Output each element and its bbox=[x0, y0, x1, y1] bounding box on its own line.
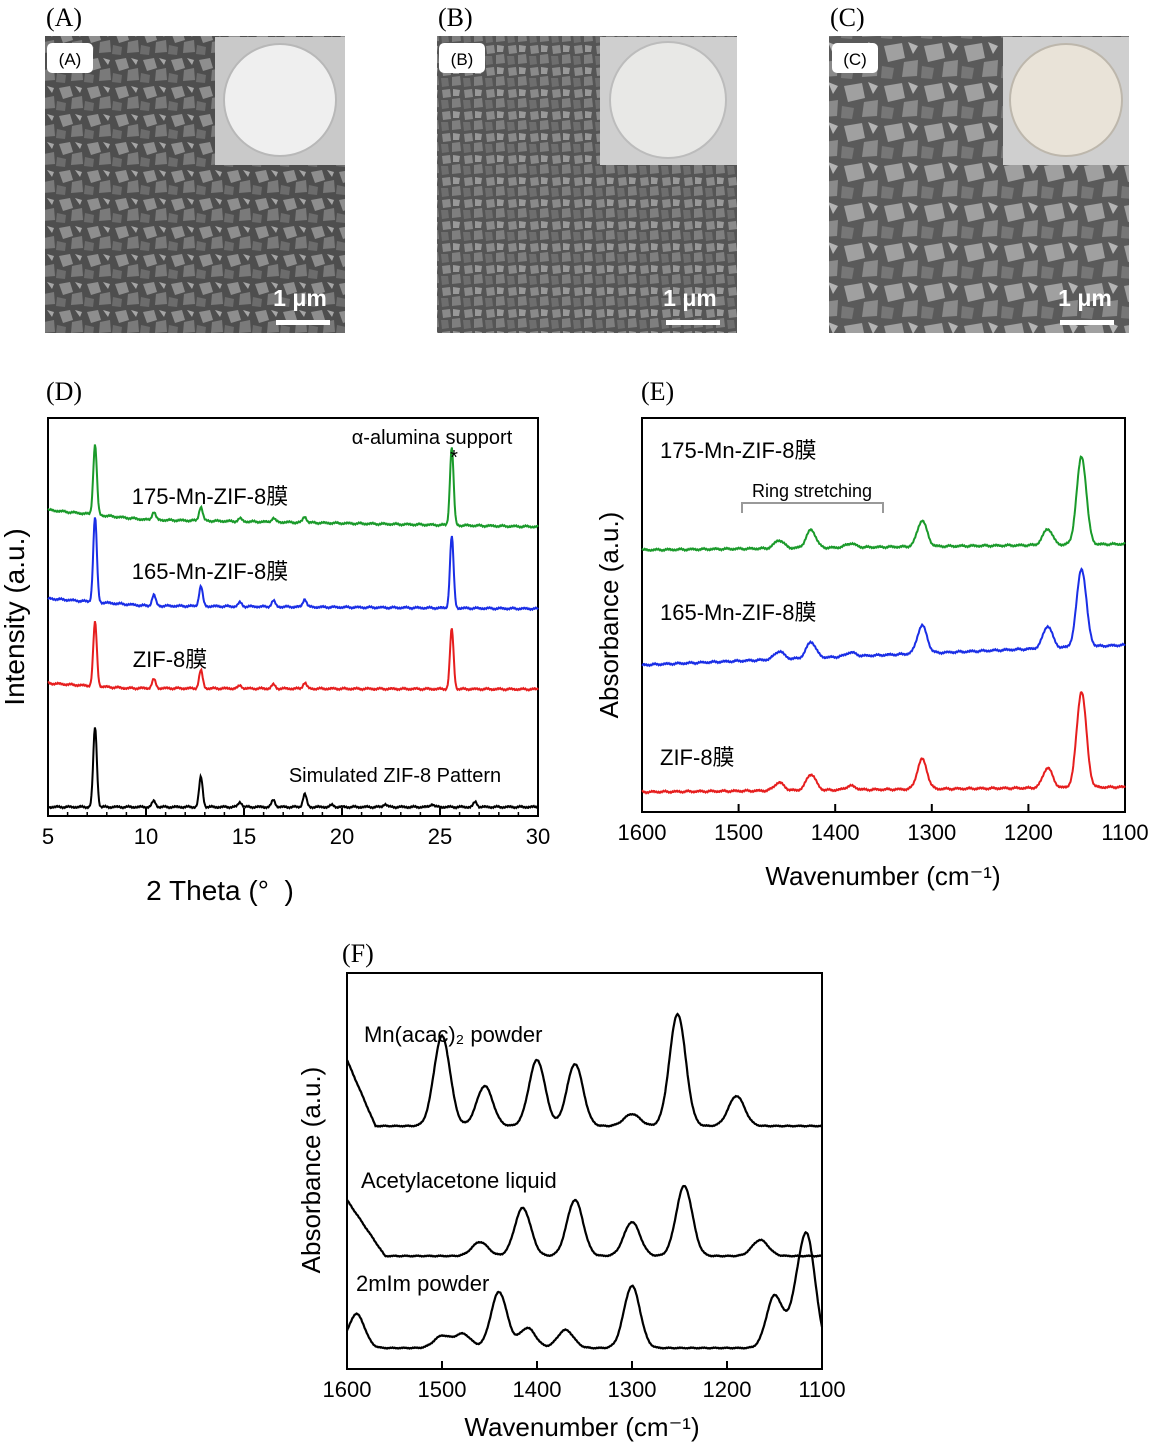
chart-f-ylabel: Absorbance (a.u.) bbox=[296, 1067, 326, 1274]
x-tick-label: 30 bbox=[526, 824, 550, 849]
ring-stretching-label: Ring stretching bbox=[752, 481, 872, 501]
sem-b-scale-text: 1 μm bbox=[663, 285, 717, 311]
sem-c-scale-text: 1 μm bbox=[1058, 285, 1112, 311]
sem-a-label-box bbox=[47, 43, 93, 73]
series-line-0 bbox=[346, 1012, 823, 1128]
chart-d-annotation-support: α-alumina support bbox=[352, 427, 513, 449]
x-tick-label: 1400 bbox=[513, 1377, 562, 1402]
chart-f: (F) 1600 1500 1400 1300 1200 1100 Mn(acac)₂ p… bbox=[296, 939, 846, 1442]
sem-c-label-box bbox=[832, 43, 878, 73]
x-tick-label: 25 bbox=[428, 824, 452, 849]
chart-e-series-label-2: ZIF-8膜 bbox=[660, 745, 735, 770]
x-tick-label: 1500 bbox=[418, 1377, 467, 1402]
series-line-1 bbox=[641, 567, 1126, 668]
x-tick-label: 1100 bbox=[1101, 820, 1148, 845]
sem-c-scale-bar bbox=[1060, 320, 1114, 325]
chart-e-ylabel: Absorbance (a.u.) bbox=[594, 512, 624, 719]
sem-a-inner-label: (A) bbox=[59, 50, 82, 69]
chart-d-panel-letter: (D) bbox=[46, 377, 82, 406]
sem-b-inner-label: (B) bbox=[451, 50, 474, 69]
chart-f-frame bbox=[346, 972, 823, 1370]
chart-f-series-label-1: Acetylacetone liquid bbox=[361, 1168, 557, 1193]
x-tick-label: 1300 bbox=[907, 820, 956, 845]
chart-f-series-label-2: 2mIm powder bbox=[356, 1271, 489, 1296]
chart-d: (D) 5 10 15 20 25 30 α-alumina support * 175-… bbox=[0, 377, 550, 906]
chart-f-panel-letter: (F) bbox=[342, 939, 374, 968]
x-tick-label: 1200 bbox=[1004, 820, 1053, 845]
ring-stretching-bracket bbox=[741, 502, 884, 513]
x-tick-label: 1600 bbox=[618, 820, 667, 845]
sem-b-letter: (B) bbox=[438, 3, 473, 32]
x-tick-label: 5 bbox=[42, 824, 54, 849]
sem-b-scale-bar bbox=[666, 320, 720, 325]
series-line-0 bbox=[47, 444, 539, 530]
chart-e-panel-letter: (E) bbox=[641, 377, 674, 406]
sem-a-scale-text: 1 μm bbox=[273, 285, 327, 311]
x-tick-label: 10 bbox=[134, 824, 158, 849]
chart-f-series-label-0: Mn(acac)₂ powder bbox=[364, 1022, 543, 1047]
sem-c-letter: (C) bbox=[830, 3, 865, 32]
x-tick-label: 1300 bbox=[608, 1377, 657, 1402]
sem-c-disc bbox=[1009, 43, 1123, 157]
series-line-2 bbox=[47, 621, 539, 692]
chart-e: (E) 1600 1500 1400 1300 1200 1100 Ring stretc… bbox=[594, 377, 1149, 891]
x-tick-label: 15 bbox=[232, 824, 256, 849]
chart-d-series-label-1: 165-Mn-ZIF-8膜 bbox=[132, 559, 288, 584]
chart-d-xlabel: 2 Theta (° ) bbox=[146, 875, 294, 906]
sem-a-disc bbox=[223, 43, 337, 157]
chart-e-series-label-1: 165-Mn-ZIF-8膜 bbox=[660, 600, 816, 625]
series-line-2 bbox=[641, 691, 1126, 795]
sem-a-scale-bar bbox=[276, 320, 330, 325]
chart-d-frame bbox=[47, 417, 539, 817]
chart-d-series-label-2: ZIF-8膜 bbox=[133, 647, 208, 672]
sem-panels: (A) (A) 1 μm (B) (B) 1 μm (C) (C) 1 μm bbox=[45, 3, 1129, 333]
chart-e-series-label-0: 175-Mn-ZIF-8膜 bbox=[660, 438, 816, 463]
sem-b-disc bbox=[609, 41, 727, 159]
chart-d-ylabel: Intensity (a.u.) bbox=[0, 528, 30, 705]
chart-e-frame bbox=[641, 417, 1126, 813]
x-tick-label: 1100 bbox=[798, 1377, 845, 1402]
sem-c-inner-label: (C) bbox=[843, 50, 867, 69]
series-line-1 bbox=[47, 517, 539, 612]
chart-f-xlabel: Wavenumber (cm⁻¹) bbox=[464, 1412, 699, 1442]
chart-d-series-label-0: 175-Mn-ZIF-8膜 bbox=[132, 484, 288, 509]
sem-b-label-box bbox=[439, 43, 485, 73]
chart-e-xlabel: Wavenumber (cm⁻¹) bbox=[765, 861, 1000, 891]
x-tick-label: 1500 bbox=[714, 820, 763, 845]
chart-d-annotation-asterisk: * bbox=[450, 447, 458, 469]
series-line-2 bbox=[345, 1230, 824, 1350]
x-tick-label: 20 bbox=[330, 824, 354, 849]
x-tick-label: 1200 bbox=[703, 1377, 752, 1402]
sem-a-letter: (A) bbox=[46, 3, 82, 32]
x-tick-label: 1600 bbox=[323, 1377, 372, 1402]
series-line-0 bbox=[641, 455, 1126, 553]
chart-d-series-label-3: Simulated ZIF-8 Pattern bbox=[289, 765, 501, 787]
series-line-1 bbox=[346, 1184, 823, 1258]
x-tick-label: 1400 bbox=[811, 820, 860, 845]
series-line-3 bbox=[47, 727, 539, 810]
